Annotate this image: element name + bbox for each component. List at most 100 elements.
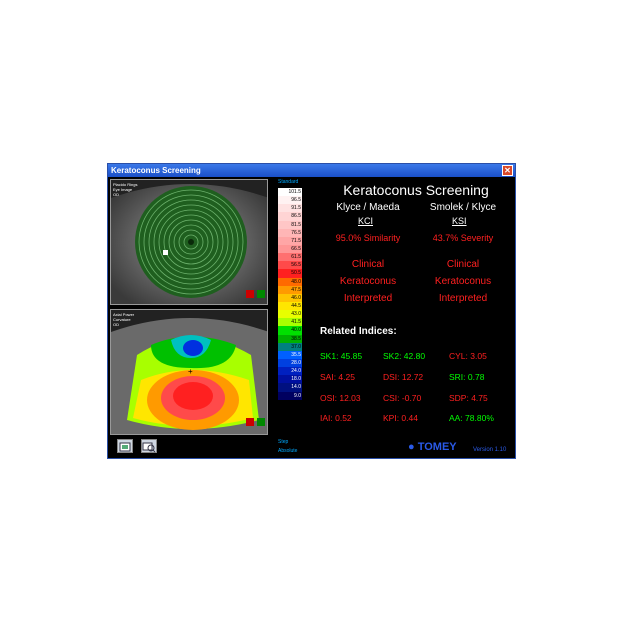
image-icon (119, 442, 131, 452)
index-value: SK2: 42.80 (383, 351, 426, 361)
topography-map-panel[interactable]: + Axial Power Curvature OD (110, 309, 268, 435)
marker-icon (246, 418, 254, 426)
scale-value: 71.5 (291, 237, 301, 244)
related-indices-heading: Related Indices: (320, 326, 397, 337)
placido-image-panel[interactable]: Placido Rings Eye Image OD (110, 179, 268, 305)
scale-value: 48.0 (291, 278, 301, 285)
index-value: IAI: 0.52 (320, 413, 352, 423)
index-value: SDP: 4.75 (449, 393, 488, 403)
index-value: CYL: 3.05 (449, 351, 487, 361)
ksi-author-label: Smolek / Klyce (429, 202, 497, 213)
zoom-view-button[interactable] (141, 439, 157, 453)
panel-label: Curvature (113, 317, 131, 322)
topography-map: + Axial Power Curvature OD (111, 310, 267, 434)
window-title: Keratoconus Screening (111, 166, 201, 175)
scale-step: 76.5 (278, 228, 302, 237)
scale-value: 40.0 (291, 327, 301, 334)
scale-step: 43.0 (278, 310, 302, 319)
scale-step-label[interactable]: Step (278, 439, 289, 445)
scale-value: 28.0 (291, 359, 301, 366)
title-bar: Keratoconus Screening ✕ (108, 164, 515, 177)
scale-value: 101.5 (288, 189, 301, 195)
scale-value: 38.5 (291, 335, 301, 342)
scale-step: 28.0 (278, 358, 302, 368)
scale-step: 9.0 (278, 391, 302, 400)
scale-value: 46.0 (291, 294, 301, 301)
scale-step: 56.5 (278, 261, 302, 270)
scale-value: 56.5 (291, 262, 301, 269)
kci-interp-line: Clinical (351, 259, 385, 270)
tomey-icon: ● (408, 441, 415, 453)
center-cross-icon: + (188, 367, 193, 376)
scale-value: 66.5 (291, 245, 301, 252)
scale-step: 47.5 (278, 285, 302, 294)
scale-title: Standard (278, 179, 299, 185)
scale-value: 50.5 (291, 270, 301, 277)
scale-step: 96.5 (278, 196, 302, 205)
scale-mode-label[interactable]: Absolute (278, 448, 298, 454)
scale-value: 81.5 (291, 221, 301, 228)
kci-interpretation: Clinical Keratoconus Interpreted (323, 256, 413, 307)
scale-value: 41.5 (291, 319, 301, 326)
panel-label: Placido Rings (113, 182, 137, 187)
scale-step: 71.5 (278, 236, 302, 245)
placido-eye-image: Placido Rings Eye Image OD (111, 180, 267, 304)
panel-label: Axial Power (113, 312, 135, 317)
panel-label: OD (113, 192, 119, 197)
scale-step: 44.5 (278, 301, 302, 311)
scale-value: 47.5 (291, 286, 301, 293)
keratoconus-window: Keratoconus Screening ✕ (107, 163, 516, 459)
scale-step: 14.0 (278, 383, 302, 392)
kci-interp-line: Interpreted (343, 293, 393, 304)
panel-label: Eye Image (113, 187, 133, 192)
magnifier-icon (142, 442, 156, 453)
kci-result: 95.0% Similarity (335, 233, 401, 243)
index-value: DSI: 12.72 (383, 372, 424, 382)
index-value: CSI: -0.70 (383, 393, 422, 403)
image-view-button[interactable] (117, 439, 133, 453)
color-scale: 101.5 96.5 91.5 86.5 81.5 76.5 71.5 66.5 61.5 56.… (278, 188, 302, 400)
index-value: SK1: 45.85 (320, 351, 363, 361)
scale-step: 91.5 (278, 204, 302, 213)
scale-step: 81.5 (278, 220, 302, 229)
scale-step: 18.0 (278, 375, 302, 384)
scale-value: 76.5 (291, 229, 301, 236)
scale-step: 35.5 (278, 350, 302, 359)
kci-index-label: KCI (358, 216, 374, 226)
index-value: OSI: 12.03 (320, 393, 361, 403)
scale-step: 40.0 (278, 326, 302, 335)
ksi-interp-line: Interpreted (438, 293, 488, 304)
scale-value: 35.5 (291, 351, 301, 358)
version-label: Version 1.10 (473, 447, 507, 453)
index-value: SRI: 0.78 (449, 372, 485, 382)
scale-step: 48.0 (278, 277, 302, 286)
kci-author-label: Klyce / Maeda (336, 202, 400, 213)
marker-icon (246, 290, 254, 298)
scale-step: 61.5 (278, 253, 302, 262)
index-value: AA: 78.80% (449, 413, 494, 423)
scale-value: 14.0 (291, 384, 301, 391)
marker-icon (257, 290, 265, 298)
ksi-result: 43.7% Severity (432, 233, 494, 243)
scale-value: 37.0 (291, 343, 301, 350)
scale-value: 86.5 (291, 213, 301, 220)
scale-step: 50.5 (278, 269, 302, 278)
ksi-interpretation: Clinical Keratoconus Interpreted (418, 256, 508, 307)
marker-icon (257, 418, 265, 426)
scale-step: 101.5 (278, 188, 302, 197)
scale-step: 66.5 (278, 244, 302, 254)
scale-step: 41.5 (278, 318, 302, 327)
scale-value: 96.5 (291, 197, 301, 204)
scale-value: 44.5 (291, 302, 301, 309)
scale-step: 24.0 (278, 367, 302, 376)
panel-label: OD (113, 322, 119, 327)
scale-step: 37.0 (278, 342, 302, 351)
index-value: SAI: 4.25 (320, 372, 355, 382)
close-button[interactable]: ✕ (502, 165, 513, 176)
ksi-index-label: KSI (452, 216, 467, 226)
scale-value: 24.0 (291, 368, 301, 375)
index-value: KPI: 0.44 (383, 413, 418, 423)
kci-interp-line: Keratoconus (339, 276, 397, 287)
scale-value: 91.5 (291, 205, 301, 212)
brand-name: TOMEY (417, 441, 457, 453)
